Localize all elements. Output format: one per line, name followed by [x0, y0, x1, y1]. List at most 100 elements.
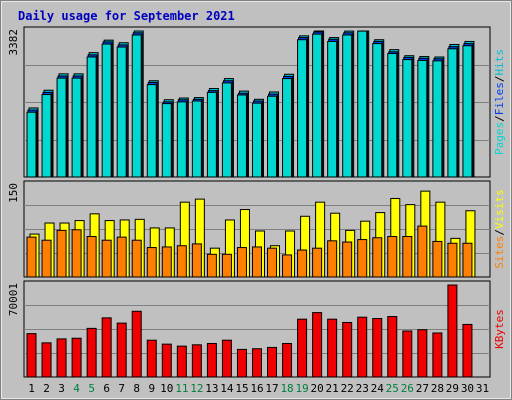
legend-visits-sites: Sites/Visits — [493, 189, 506, 269]
bar-kbytes-day-18 — [282, 342, 293, 378]
bar-pages-day-4 — [71, 77, 82, 178]
x-tick-label-day-1: 1 — [28, 382, 35, 395]
legend-label-sites: Sites — [493, 236, 506, 269]
bar-pages-day-26 — [402, 59, 413, 178]
bar-pages-day-13 — [206, 91, 217, 178]
x-tick-label-day-8: 8 — [133, 382, 140, 395]
bar-sites-day-10 — [161, 246, 172, 278]
x-tick-label-day-29: 29 — [446, 382, 459, 395]
x-tick-label-day-15: 15 — [235, 382, 248, 395]
x-tick-label-day-26: 26 — [401, 382, 414, 395]
x-tick-label-day-31: 31 — [476, 382, 489, 395]
bar-sites-day-2 — [41, 239, 52, 278]
bar-sites-day-19 — [297, 249, 308, 278]
x-tick-label-day-21: 21 — [326, 382, 339, 395]
bar-sites-day-24 — [372, 237, 383, 278]
x-tick-label-day-6: 6 — [103, 382, 110, 395]
x-tick-label-day-5: 5 — [88, 382, 95, 395]
bar-kbytes-day-5 — [86, 327, 97, 378]
bar-pages-day-21 — [327, 40, 338, 178]
bar-sites-day-6 — [101, 239, 112, 278]
bar-kbytes-day-24 — [372, 318, 383, 378]
x-tick-label-day-17: 17 — [265, 382, 278, 395]
bar-pages-day-6 — [101, 43, 112, 178]
bar-sites-day-16 — [251, 246, 262, 278]
bar-pages-day-18 — [282, 78, 293, 178]
legend-label-visits: Visits — [493, 189, 506, 229]
bar-kbytes-day-1 — [26, 333, 37, 378]
bar-kbytes-day-25 — [387, 316, 398, 378]
y-max-label-pages-files-hits: 3382 — [7, 29, 20, 56]
bar-kbytes-day-14 — [221, 339, 232, 378]
legend-label-kbytes: KBytes — [493, 309, 506, 349]
x-tick-label-day-12: 12 — [190, 382, 203, 395]
x-tick-label-day-4: 4 — [73, 382, 80, 395]
x-tick-label-day-25: 25 — [386, 382, 399, 395]
bar-pages-day-29 — [447, 48, 458, 178]
bar-kbytes-day-23 — [357, 316, 368, 378]
x-tick-label-day-28: 28 — [431, 382, 444, 395]
bar-pages-day-15 — [236, 94, 247, 178]
bar-pages-day-25 — [387, 53, 398, 178]
bar-kbytes-day-16 — [251, 348, 262, 378]
bar-pages-day-16 — [251, 102, 262, 178]
bar-sites-day-12 — [191, 243, 202, 278]
bar-sites-day-1 — [26, 236, 37, 278]
x-tick-label-day-7: 7 — [118, 382, 125, 395]
bar-pages-day-9 — [146, 84, 157, 178]
bar-pages-day-10 — [161, 103, 172, 178]
x-tick-label-day-14: 14 — [220, 382, 234, 395]
y-max-label-visits-sites: 150 — [7, 183, 20, 203]
x-tick-label-day-2: 2 — [43, 382, 50, 395]
bar-sites-day-28 — [432, 240, 443, 278]
bar-pages-day-2 — [41, 94, 52, 178]
bar-sites-day-21 — [327, 240, 338, 278]
bar-sites-day-25 — [387, 236, 398, 278]
bar-kbytes-day-20 — [312, 312, 323, 378]
x-tick-label-day-11: 11 — [175, 382, 188, 395]
x-tick-label-day-30: 30 — [461, 382, 474, 395]
x-tick-label-day-16: 16 — [250, 382, 263, 395]
x-tick-label-day-3: 3 — [58, 382, 65, 395]
bar-sites-day-23 — [357, 239, 368, 278]
bar-kbytes-day-3 — [56, 338, 67, 378]
bar-sites-day-14 — [221, 253, 232, 278]
x-tick-label-day-22: 22 — [341, 382, 354, 395]
x-tick-label-day-19: 19 — [295, 382, 308, 395]
chart-title: Daily usage for September 2021 — [18, 9, 235, 23]
bar-pages-day-8 — [131, 34, 142, 178]
bar-pages-day-7 — [116, 46, 127, 178]
bar-sites-day-13 — [206, 253, 217, 278]
legend-label-files: Files — [493, 82, 506, 115]
x-tick-label-day-9: 9 — [148, 382, 155, 395]
bar-pages-day-20 — [312, 33, 323, 178]
bar-sites-day-7 — [116, 236, 127, 278]
bar-kbytes-day-7 — [116, 322, 127, 378]
bar-pages-day-12 — [191, 100, 202, 178]
bar-pages-day-14 — [221, 82, 232, 178]
bar-pages-day-11 — [176, 101, 187, 178]
bar-kbytes-day-29 — [447, 284, 458, 378]
bar-sites-day-27 — [417, 225, 428, 278]
bar-kbytes-day-21 — [327, 318, 338, 378]
bar-sites-day-8 — [131, 239, 142, 278]
bar-pages-day-22 — [342, 34, 353, 178]
bar-kbytes-day-17 — [267, 346, 278, 378]
bar-sites-day-20 — [312, 247, 323, 278]
bar-sites-day-22 — [342, 241, 353, 278]
bar-kbytes-day-11 — [176, 345, 187, 378]
bar-sites-day-5 — [86, 236, 97, 278]
bar-sites-day-11 — [176, 245, 187, 278]
legend-label-hits: Hits — [493, 49, 506, 76]
x-tick-label-day-18: 18 — [280, 382, 293, 395]
bar-kbytes-day-28 — [432, 332, 443, 378]
bar-sites-day-4 — [71, 229, 82, 278]
bar-kbytes-day-12 — [191, 344, 202, 378]
bar-sites-day-3 — [56, 229, 67, 278]
legend-separator: / — [493, 76, 506, 83]
legend-kbytes: KBytes — [493, 309, 506, 349]
bar-sites-day-9 — [146, 247, 157, 278]
